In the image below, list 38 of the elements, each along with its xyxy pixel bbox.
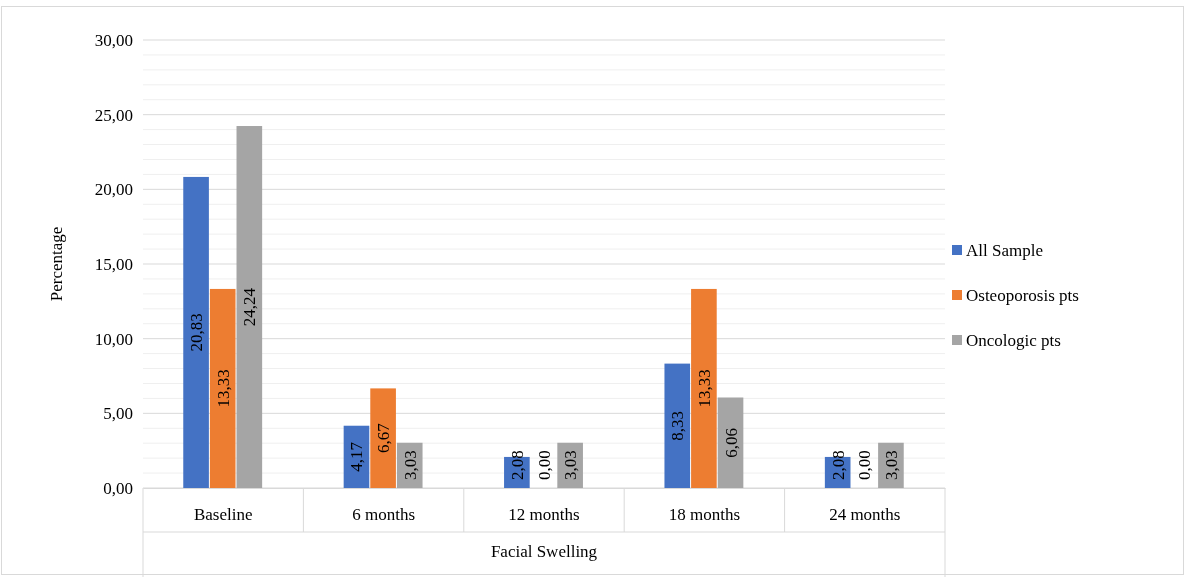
bar [236,126,263,488]
y-axis-title: Percentage [47,226,66,302]
data-label: 8,33 [668,410,688,441]
y-tick-label: 15,00 [94,254,133,274]
y-tick-label: 10,00 [94,329,133,349]
data-label: 4,17 [347,441,367,472]
y-tick-label: 25,00 [94,105,133,125]
bar [691,288,717,488]
data-label: 3,03 [881,450,901,481]
x-tick-label: 6 months [352,505,416,525]
x-axis-title: Facial Swelling [490,542,598,561]
bar [370,388,396,488]
data-label: 3,03 [400,450,420,481]
data-label: 2,08 [507,450,527,481]
data-label: 13,33 [694,369,714,408]
bar [183,176,209,488]
data-label: 2,08 [828,450,848,481]
data-label: 6,06 [721,427,741,458]
y-tick-label: 30,00 [94,30,133,50]
y-tick-label: 5,00 [103,404,133,424]
data-label: 0,00 [534,450,554,481]
data-label: 0,00 [855,450,875,481]
data-label: 13,33 [213,369,233,408]
bar [664,363,691,488]
data-label: 20,83 [187,313,207,352]
legend-label: All Sample [966,240,1043,260]
legend-label: Oncologic pts [966,330,1061,350]
x-tick-label: 24 months [829,505,901,525]
x-tick-label: Baseline [193,505,253,525]
y-tick-label: 0,00 [103,478,133,498]
y-tick-label: 20,00 [94,180,133,200]
x-tick-label: 18 months [668,505,741,525]
legend-label: Osteoporosis pts [966,285,1079,305]
x-tick-label: 12 months [508,505,580,525]
data-label: 3,03 [561,450,581,481]
data-label: 24,24 [240,287,260,327]
data-label: 6,67 [374,422,394,454]
bar [209,288,236,488]
